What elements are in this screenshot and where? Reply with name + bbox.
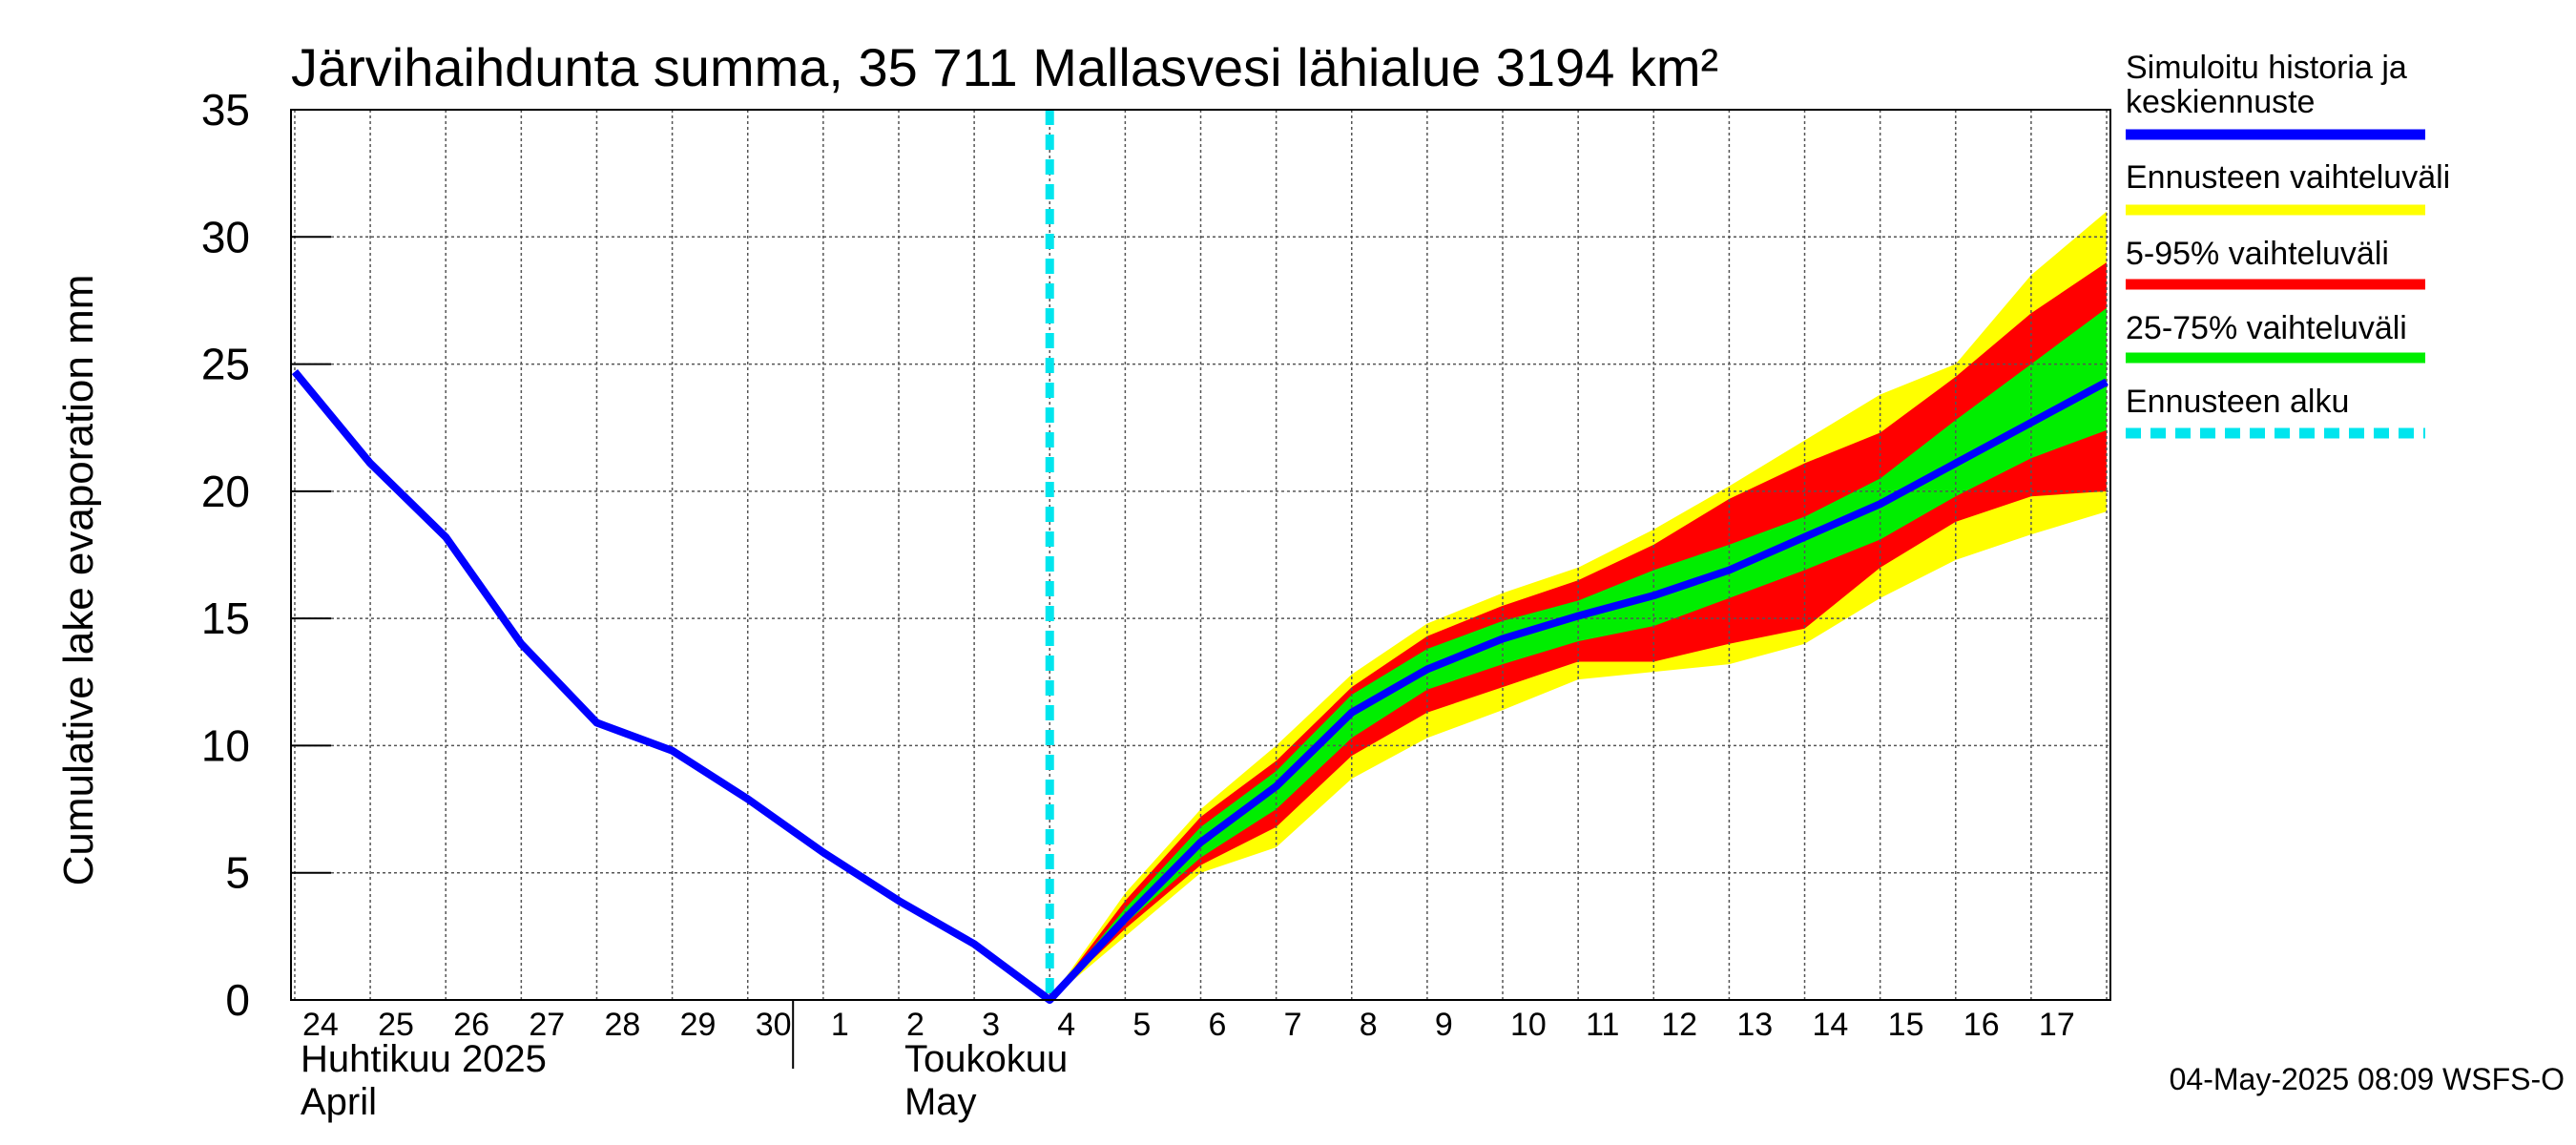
x-tick-label: 30 <box>756 1007 792 1043</box>
series-lines <box>291 110 2109 1004</box>
legend-label: 25-75% vaihteluväli <box>2126 310 2407 346</box>
chart-title: Järvihaihdunta summa, 35 711 Mallasvesi … <box>291 37 1718 97</box>
month-label-line1: Toukokuu <box>904 1038 1068 1080</box>
x-tick-label: 15 <box>1888 1007 1924 1043</box>
x-tick-label: 13 <box>1736 1007 1773 1043</box>
x-tick-label: 16 <box>1963 1007 2000 1043</box>
median-history-line <box>291 369 2109 1004</box>
y-tick-label: 10 <box>201 720 250 770</box>
legend-label: keskiennuste <box>2126 84 2315 120</box>
x-tick-label: 2 <box>906 1007 924 1043</box>
y-tick-label: 30 <box>201 212 250 261</box>
month-label-line1: Huhtikuu 2025 <box>301 1038 547 1080</box>
y-tick-label: 35 <box>201 85 250 135</box>
y-tick-label: 20 <box>201 467 250 516</box>
x-tick-label: 1 <box>831 1007 849 1043</box>
legend-label: Ennusteen alku <box>2126 384 2349 420</box>
x-tick-label: 12 <box>1661 1007 1697 1043</box>
month-label-line2: May <box>904 1081 977 1123</box>
x-tick-label: 17 <box>2039 1007 2075 1043</box>
x-tick-label: 27 <box>529 1007 565 1043</box>
y-axis-label: Cumulative lake evaporation mm <box>55 275 102 886</box>
x-tick-label: 8 <box>1360 1007 1378 1043</box>
x-tick-label: 24 <box>302 1007 339 1043</box>
y-tick-labels: 0 5 10 15 20 25 30 35 <box>201 85 250 1025</box>
x-tick-label: 9 <box>1435 1007 1453 1043</box>
y-tick-label: 5 <box>225 848 250 898</box>
x-tick-label: 5 <box>1132 1007 1151 1043</box>
axes <box>290 109 2111 1069</box>
x-tick-label: 7 <box>1284 1007 1302 1043</box>
legend-label: 5-95% vaihteluväli <box>2126 236 2389 272</box>
plot-frame <box>290 109 2111 1001</box>
x-tick-label: 14 <box>1813 1007 1849 1043</box>
x-tick-label: 28 <box>604 1007 640 1043</box>
x-tick-label: 25 <box>378 1007 414 1043</box>
x-tick-label: 10 <box>1510 1007 1547 1043</box>
month-label-line2: April <box>301 1081 377 1123</box>
legend-label: Simuloitu historia ja <box>2126 50 2407 86</box>
x-tick-label: 4 <box>1057 1007 1075 1043</box>
y-tick-label: 25 <box>201 340 250 389</box>
x-tick-labels: 24 25 26 27 28 29 30 1 2 3 4 5 6 7 8 9 10 11 12 13 14 15 16 17 <box>302 1007 2075 1043</box>
footer-timestamp: 04-May-2025 08:09 WSFS-O <box>2170 1062 2565 1096</box>
y-tick-label: 0 <box>225 975 250 1025</box>
x-tick-label: 6 <box>1209 1007 1227 1043</box>
legend-label: Ennusteen vaihteluväli <box>2126 159 2450 196</box>
x-tick-label: 3 <box>982 1007 1000 1043</box>
x-tick-label: 11 <box>1586 1007 1619 1043</box>
x-tick-label: 29 <box>680 1007 717 1043</box>
x-tick-label: 26 <box>453 1007 489 1043</box>
y-tick-label: 15 <box>201 593 250 643</box>
